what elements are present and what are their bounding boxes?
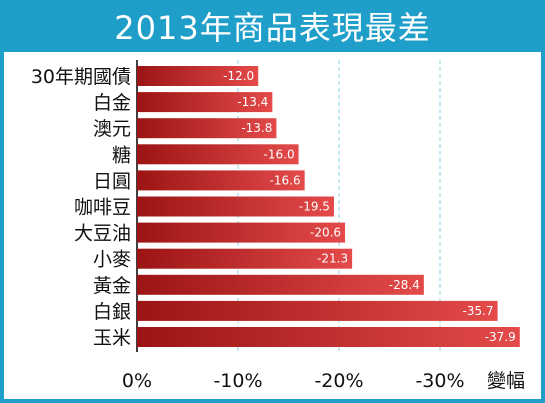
value-label: -21.3	[317, 252, 348, 266]
value-label: -13.4	[237, 95, 268, 109]
value-label: -16.0	[264, 147, 295, 161]
bar	[137, 144, 299, 165]
x-tick-label: -20%	[314, 370, 363, 392]
category-label: 日圓	[93, 170, 131, 192]
chart-title: 2013年商品表現最差	[4, 4, 541, 52]
bar	[137, 92, 273, 113]
x-tick-label: -10%	[213, 370, 262, 392]
value-label: -12.0	[223, 69, 254, 83]
x-axis-title: 變幅	[487, 370, 525, 392]
category-label: 咖啡豆	[74, 197, 131, 219]
category-label: 黃金	[93, 275, 131, 297]
category-label: 小麥	[93, 249, 131, 271]
bar	[137, 118, 277, 139]
bar	[137, 248, 353, 269]
x-tick-label: 0%	[122, 370, 152, 392]
x-tick-label: -30%	[415, 370, 464, 392]
bar	[137, 300, 498, 321]
category-label: 白金	[93, 92, 131, 114]
category-label: 糖	[112, 144, 131, 166]
bar	[137, 274, 424, 295]
bar	[137, 222, 346, 243]
category-label: 澳元	[93, 118, 131, 140]
value-label: -19.5	[299, 200, 330, 214]
category-label: 30年期國債	[31, 66, 131, 88]
bar	[137, 66, 259, 86]
bar	[137, 327, 520, 347]
category-label: 玉米	[93, 327, 131, 349]
category-label: 白銀	[93, 301, 131, 323]
value-label: -28.4	[389, 278, 420, 292]
value-label: -13.8	[241, 121, 272, 135]
value-label: -16.6	[270, 173, 301, 187]
bar	[137, 170, 305, 191]
value-label: -35.7	[463, 304, 494, 318]
value-label: -20.6	[310, 226, 341, 240]
value-label: -37.9	[485, 330, 516, 344]
bar	[137, 196, 334, 217]
category-label: 大豆油	[74, 223, 131, 245]
